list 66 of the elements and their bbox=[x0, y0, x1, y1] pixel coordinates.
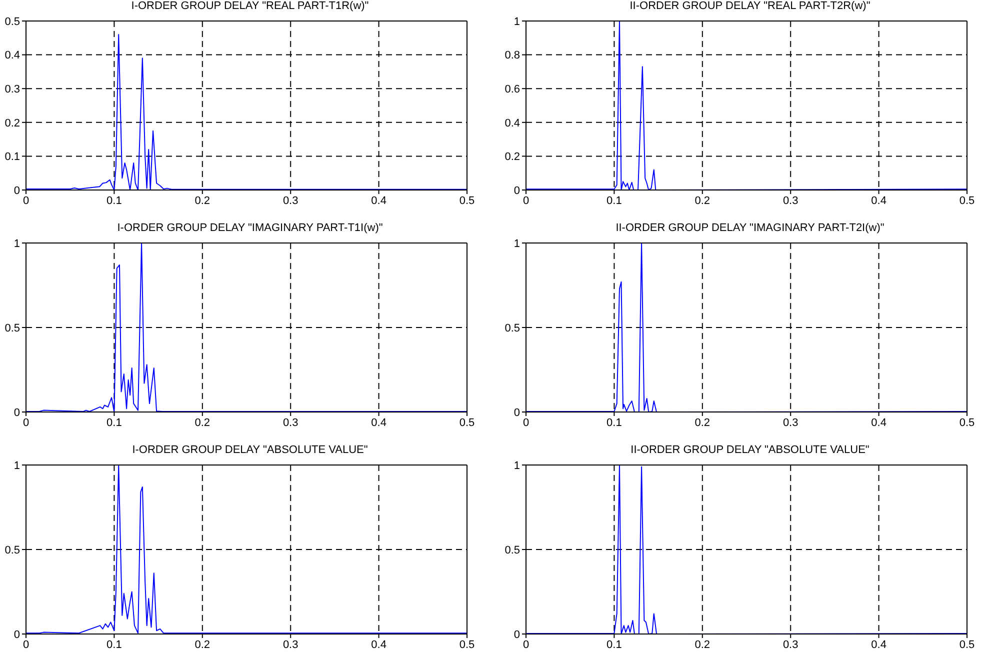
x-tick-label: 0.4 bbox=[371, 638, 386, 651]
x-tick-label: 0.4 bbox=[371, 194, 386, 207]
x-tick-label: 0 bbox=[22, 416, 30, 429]
y-tick-label: 1 bbox=[14, 238, 20, 250]
y-tick-label: 0 bbox=[514, 184, 520, 197]
x-tick-label: 0.3 bbox=[782, 638, 798, 651]
y-tick-label: 0 bbox=[14, 184, 20, 197]
chart-title: II-ORDER GROUP DELAY "ABSOLUTE VALUE" bbox=[630, 444, 870, 458]
x-tick-label: 0.5 bbox=[459, 416, 475, 429]
x-tick-label: 0.4 bbox=[871, 638, 886, 651]
x-tick-label: 0.1 bbox=[606, 194, 622, 207]
x-tick-label: 0.2 bbox=[194, 416, 210, 429]
x-tick-label: 0.5 bbox=[959, 416, 975, 429]
y-tick-label: 0.5 bbox=[4, 16, 20, 28]
x-tick-label: 0.3 bbox=[282, 194, 298, 207]
y-tick-label: 0.4 bbox=[504, 117, 520, 130]
x-tick-label: 0.4 bbox=[371, 416, 386, 429]
y-tick-label: 0 bbox=[514, 406, 520, 419]
x-tick-label: 0.1 bbox=[606, 416, 622, 429]
x-tick-label: 0.2 bbox=[194, 194, 210, 207]
x-tick-label: 0.1 bbox=[106, 416, 122, 429]
x-tick-label: 0.4 bbox=[871, 194, 886, 207]
y-tick-label: 0 bbox=[14, 628, 20, 641]
x-tick-label: 0.5 bbox=[459, 194, 475, 207]
x-tick-label: 0.2 bbox=[694, 416, 710, 429]
x-tick-label: 0 bbox=[22, 638, 30, 651]
x-tick-label: 0.4 bbox=[871, 416, 886, 429]
x-tick-label: 0.3 bbox=[282, 638, 298, 651]
y-tick-label: 1 bbox=[514, 16, 520, 28]
x-tick-label: 0.1 bbox=[106, 194, 122, 207]
x-tick-label: 0.5 bbox=[959, 638, 975, 651]
x-tick-label: 0.1 bbox=[606, 638, 622, 651]
x-tick-label: 0.2 bbox=[194, 638, 210, 651]
x-tick-label: 0.1 bbox=[106, 638, 122, 651]
x-tick-label: 0.3 bbox=[782, 416, 798, 429]
chart-title: I-ORDER GROUP DELAY "IMAGINARY PART-T1I(w)" bbox=[116, 222, 384, 236]
y-tick-label: 0 bbox=[14, 406, 20, 419]
x-tick-label: 0 bbox=[22, 194, 30, 207]
x-tick-label: 0 bbox=[522, 194, 530, 207]
y-tick-label: 1 bbox=[514, 238, 520, 250]
y-tick-label: 0.4 bbox=[4, 50, 20, 62]
x-tick-label: 0 bbox=[522, 416, 530, 429]
y-tick-label: 0.8 bbox=[504, 50, 520, 62]
chart-title: II-ORDER GROUP DELAY "REAL PART-T2R(w)" bbox=[628, 0, 872, 14]
x-tick-label: 0.3 bbox=[282, 416, 298, 429]
y-tick-label: 0.2 bbox=[4, 117, 20, 130]
chart-title: II-ORDER GROUP DELAY "IMAGINARY PART-T2I(w)" bbox=[614, 222, 886, 236]
x-tick-label: 0 bbox=[522, 638, 530, 651]
y-tick-label: 0.3 bbox=[4, 84, 20, 96]
y-tick-label: 0.1 bbox=[4, 151, 20, 164]
x-tick-label: 0.5 bbox=[959, 194, 975, 207]
x-tick-label: 0.3 bbox=[782, 194, 798, 207]
y-tick-label: 0.5 bbox=[4, 322, 20, 334]
x-tick-label: 0.2 bbox=[694, 638, 710, 651]
y-tick-label: 0.6 bbox=[504, 84, 520, 96]
y-tick-label: 0 bbox=[514, 628, 520, 641]
y-tick-label: 0.5 bbox=[504, 544, 520, 556]
y-tick-label: 0.5 bbox=[4, 544, 20, 556]
x-tick-label: 0.5 bbox=[459, 638, 475, 651]
y-tick-label: 1 bbox=[14, 460, 20, 472]
y-tick-label: 0.5 bbox=[504, 322, 520, 334]
chart-title: I-ORDER GROUP DELAY "ABSOLUTE VALUE" bbox=[131, 444, 369, 458]
chart-title: I-ORDER GROUP DELAY "REAL PART-T1R(w)" bbox=[130, 0, 370, 14]
y-tick-label: 1 bbox=[514, 460, 520, 472]
x-tick-label: 0.2 bbox=[694, 194, 710, 207]
y-tick-label: 0.2 bbox=[504, 151, 520, 164]
